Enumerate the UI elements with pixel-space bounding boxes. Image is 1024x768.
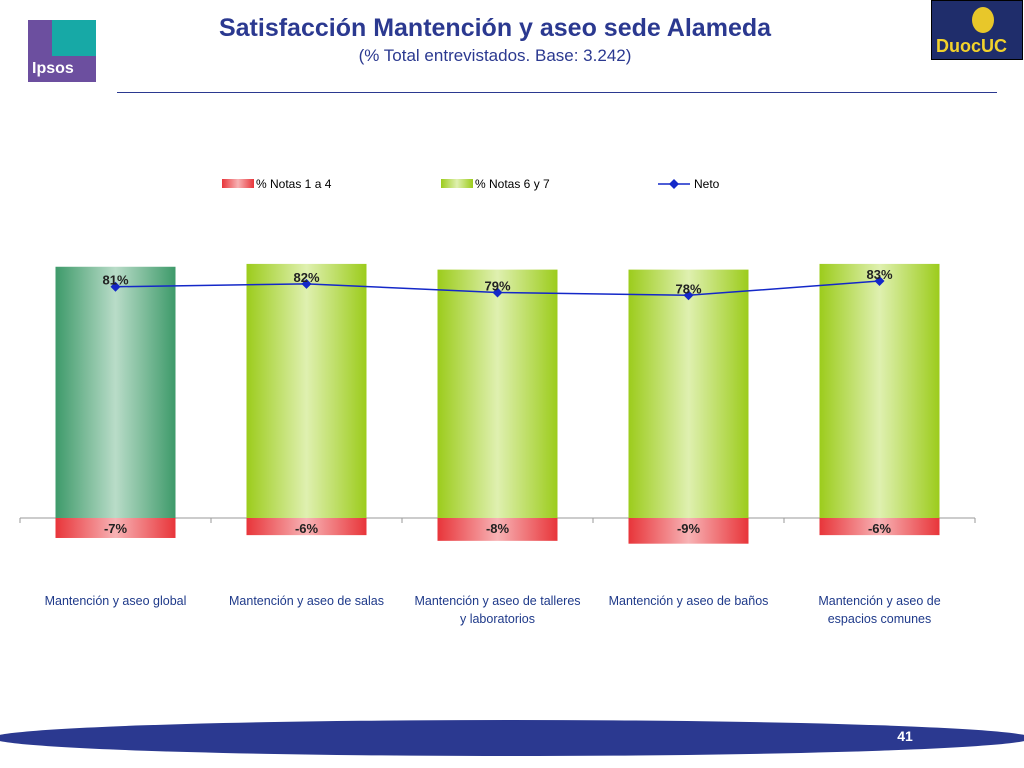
category-label: Mantención y aseo de baños (609, 594, 769, 608)
duoc-crest-icon (970, 5, 996, 35)
neto-label: 79% (484, 278, 510, 293)
bar-positive (819, 263, 940, 518)
category-label: Mantención y aseo global (45, 594, 187, 608)
legend-label-neto: Neto (694, 177, 720, 191)
satisfaction-chart: -7% -6% -8% -9% -6% 81% 82% 79% 78% 83% Mantención… (19, 177, 976, 626)
neto-point (301, 278, 312, 289)
page-title: Satisfacción Mantención y aseo sede Alam… (218, 14, 772, 42)
bar-negative-label: -7% (104, 521, 128, 536)
neto-label: 83% (866, 267, 892, 282)
bar-negative (437, 518, 558, 541)
legend-swatch-notas-1-4 (222, 179, 254, 188)
bar-negative-label: -9% (677, 521, 701, 536)
legend-marker-neto (669, 179, 679, 189)
page-subtitle: (% Total entrevistados. Base: 3.242) (358, 46, 632, 65)
footer-band (0, 720, 1024, 756)
category-label: Mantención y aseo de salas (229, 594, 384, 608)
neto-label: 78% (675, 281, 701, 296)
bar-positive (628, 269, 749, 518)
category-label: espacios comunes (828, 612, 932, 626)
legend-label-notas-6-7: % Notas 6 y 7 (475, 177, 550, 191)
legend-label-notas-1-4: % Notas 1 a 4 (256, 177, 332, 191)
neto-label: 81% (102, 273, 128, 288)
ipsos-logo-mark (52, 20, 96, 56)
bar-negative (628, 518, 749, 544)
neto-point (683, 290, 694, 301)
neto-point (874, 276, 885, 287)
bar-negative (55, 518, 176, 538)
duoc-logo: DuocUC (931, 0, 1023, 60)
duoc-logo-text: DuocUC (936, 36, 1007, 56)
bar-negative (246, 518, 367, 536)
page-number: 41 (897, 728, 913, 744)
category-label: Mantención y aseo de talleres (414, 594, 580, 608)
ipsos-logo-text: Ipsos (32, 60, 74, 77)
title-divider (117, 92, 997, 93)
bar-negative-label: -6% (868, 521, 892, 536)
bar-negative-label: -6% (295, 521, 319, 536)
bar-negative-label: -8% (486, 521, 510, 536)
ipsos-logo: Ipsos (28, 20, 96, 82)
neto-label: 82% (293, 270, 319, 285)
neto-point (110, 281, 121, 292)
neto-point (492, 287, 503, 298)
legend-swatch-notas-6-7 (441, 179, 473, 188)
bar-positive (437, 269, 558, 518)
bar-negative (819, 518, 940, 536)
bar-positive (246, 263, 367, 518)
bar-positive (55, 266, 176, 518)
category-label: Mantención y aseo de (818, 594, 940, 608)
category-label: y laboratorios (460, 612, 535, 626)
